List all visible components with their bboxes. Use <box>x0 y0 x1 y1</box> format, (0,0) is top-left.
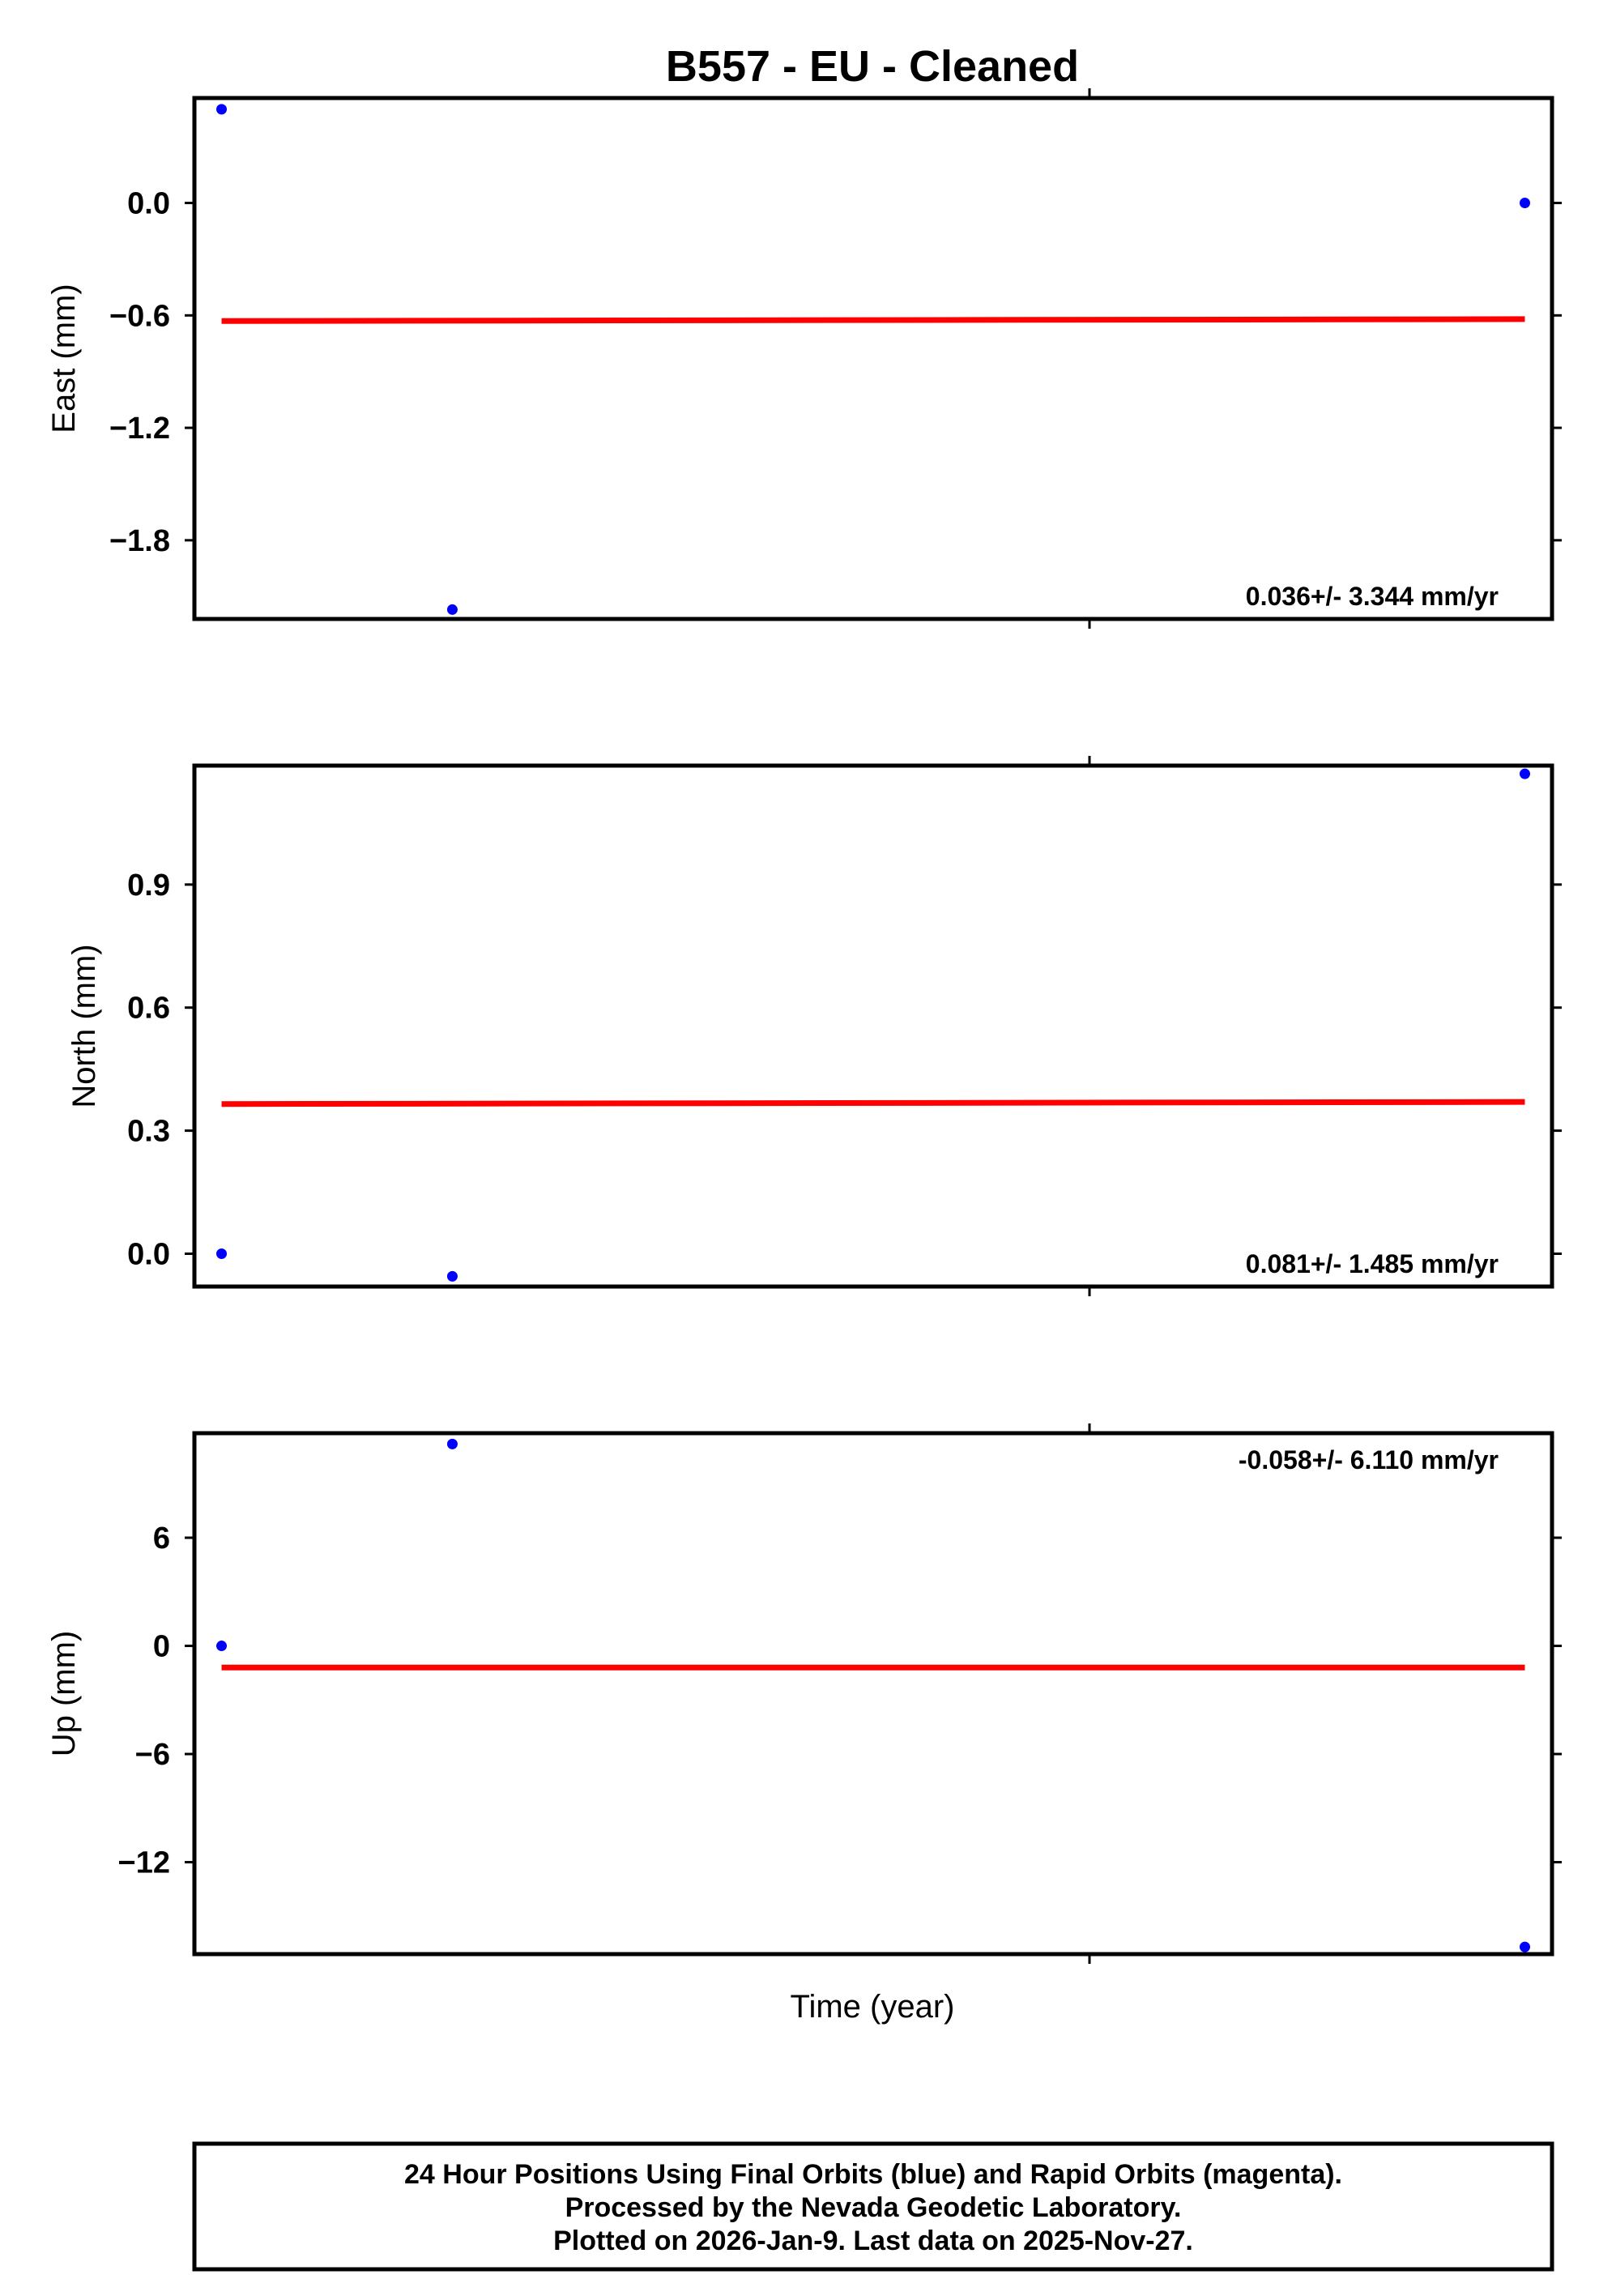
panel-east: 0.0 −0.6 −1.2 −1.8 East (mm) 0.036+/- 3.344 m… <box>46 88 1562 629</box>
data-point <box>216 104 228 115</box>
footer-box: 24 Hour Positions Using Final Orbits (bl… <box>192 2141 1554 2272</box>
y-tick-label: 6 <box>153 1521 170 1556</box>
panel-frame <box>192 96 1554 621</box>
y-tick-label: −1.8 <box>109 524 170 558</box>
data-point <box>1519 768 1530 779</box>
x-axis-label: Time (year) <box>791 1989 955 2025</box>
panel-frame <box>192 763 1554 1289</box>
y-tick-label: 0 <box>153 1630 170 1664</box>
rate-label: -0.058+/- 6.110 mm/yr <box>1239 1445 1499 1474</box>
data-point <box>216 1641 228 1652</box>
y-tick-label: 0.0 <box>127 1237 170 1271</box>
panel-up: 6 0 −6 −12 Up (mm) -0.058+/- 6.110 mm/yr <box>46 1423 1562 1964</box>
chart-title: B557 - EU - Cleaned <box>666 42 1079 91</box>
y-tick-label: −1.2 <box>109 412 170 446</box>
y-tick-label: 0.3 <box>127 1115 170 1149</box>
y-axis-label: Up (mm) <box>46 1631 82 1757</box>
data-point <box>446 1270 458 1282</box>
y-tick-label: −6 <box>135 1738 170 1772</box>
panel-north: 0.9 0.6 0.3 0.0 North (mm) 0.081+/- 1.485 mm/… <box>66 756 1562 1296</box>
y-axis-label: North (mm) <box>66 944 102 1107</box>
y-tick-label: 0.6 <box>127 992 170 1026</box>
data-point <box>1519 198 1530 209</box>
data-point <box>1519 1941 1530 1952</box>
rate-label: 0.081+/- 1.485 mm/yr <box>1246 1249 1499 1278</box>
y-tick-label: −0.6 <box>109 299 170 333</box>
trend-line <box>221 316 1525 324</box>
data-point <box>216 1248 228 1259</box>
y-tick-label: 0.9 <box>127 868 170 903</box>
y-tick-label: −12 <box>118 1846 170 1880</box>
y-tick-label: 0.0 <box>127 187 170 221</box>
data-point <box>446 604 458 615</box>
footer-line-2: Processed by the Nevada Geodetic Laborat… <box>565 2192 1182 2223</box>
panel-frame <box>192 1431 1554 1957</box>
data-point <box>446 1438 458 1449</box>
panels-group: 0.0 −0.6 −1.2 −1.8 East (mm) 0.036+/- 3.344 m… <box>46 88 1562 1964</box>
trend-line <box>221 1099 1525 1107</box>
footer-line-1: 24 Hour Positions Using Final Orbits (bl… <box>404 2159 1342 2190</box>
rate-label: 0.036+/- 3.344 mm/yr <box>1246 582 1499 611</box>
footer-frame <box>192 2141 1554 2272</box>
footer-line-3: Plotted on 2026-Jan-9. Last data on 2025… <box>553 2226 1193 2256</box>
y-axis-label: East (mm) <box>46 284 82 433</box>
